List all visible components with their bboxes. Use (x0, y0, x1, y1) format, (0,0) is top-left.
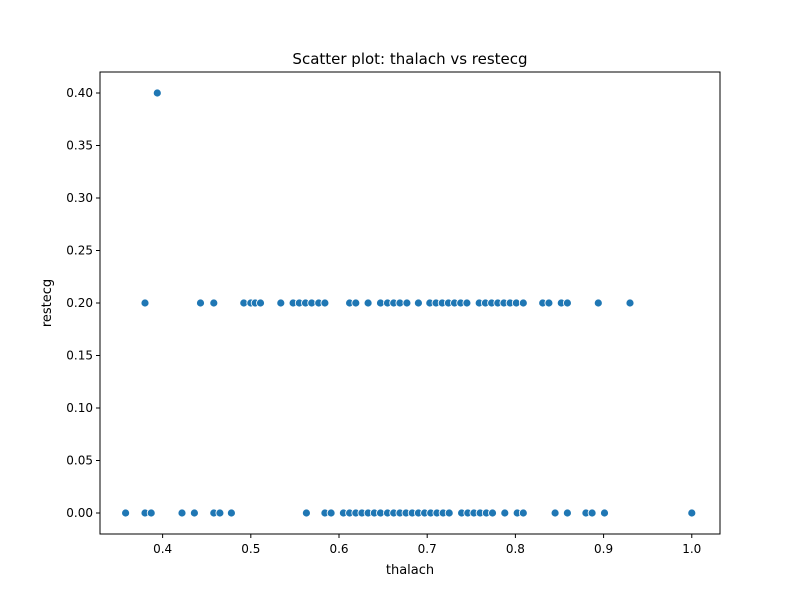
data-point (363, 298, 373, 308)
data-point (256, 298, 265, 308)
data-point (625, 298, 635, 308)
data-point (563, 508, 572, 518)
data-point (413, 298, 423, 308)
data-point (140, 298, 150, 308)
chart-title: Scatter plot: thalach vs restecg (292, 50, 527, 68)
y-tick-label: 0.30 (66, 191, 93, 205)
y-tick-label: 0.15 (66, 349, 93, 363)
data-point (444, 508, 454, 518)
x-axis-ticks: 0.4 0.5 0.6 0.7 0.8 0.9 1.0 (153, 534, 701, 556)
data-point (152, 88, 162, 98)
data-point (351, 298, 361, 308)
data-point (462, 298, 472, 308)
y-tick-label: 0.20 (66, 296, 93, 310)
y-tick-label: 0.00 (66, 506, 93, 520)
x-tick-label: 0.5 (241, 542, 260, 556)
data-point (593, 298, 603, 308)
y-tick-label: 0.05 (66, 454, 93, 468)
data-point (326, 508, 336, 518)
y-tick-label: 0.35 (66, 139, 93, 153)
x-axis-label: thalach (386, 563, 434, 578)
data-point (189, 508, 199, 518)
x-tick-label: 0.8 (506, 542, 525, 556)
data-point (687, 508, 697, 518)
data-point (121, 508, 130, 518)
data-point (301, 508, 311, 518)
data-point (500, 508, 510, 518)
data-point (488, 508, 497, 518)
x-tick-label: 0.7 (418, 542, 437, 556)
y-axis-ticks: 0.00 0.05 0.10 0.15 0.20 0.25 0.30 0.35 0.40 (66, 86, 100, 520)
data-point (563, 298, 572, 308)
data-point (518, 298, 528, 308)
data-point (550, 508, 560, 518)
y-tick-label: 0.40 (66, 86, 93, 100)
y-axis-label: restecg (40, 279, 55, 327)
data-point (276, 298, 286, 308)
x-tick-label: 0.9 (594, 542, 613, 556)
data-point (587, 508, 597, 518)
points-layer (121, 88, 697, 518)
data-point (320, 298, 330, 308)
y-tick-label: 0.25 (66, 244, 93, 258)
x-tick-label: 0.4 (153, 542, 172, 556)
x-tick-label: 0.6 (329, 542, 348, 556)
x-tick-label: 1.0 (682, 542, 701, 556)
data-point (600, 508, 609, 518)
data-point (146, 508, 156, 518)
data-point (226, 508, 236, 518)
data-point (196, 298, 205, 308)
data-point (518, 508, 528, 518)
data-point (177, 508, 187, 518)
data-point (544, 298, 554, 308)
data-point (209, 298, 219, 308)
data-point (215, 508, 225, 518)
data-point (402, 298, 412, 308)
y-tick-label: 0.10 (66, 401, 93, 415)
